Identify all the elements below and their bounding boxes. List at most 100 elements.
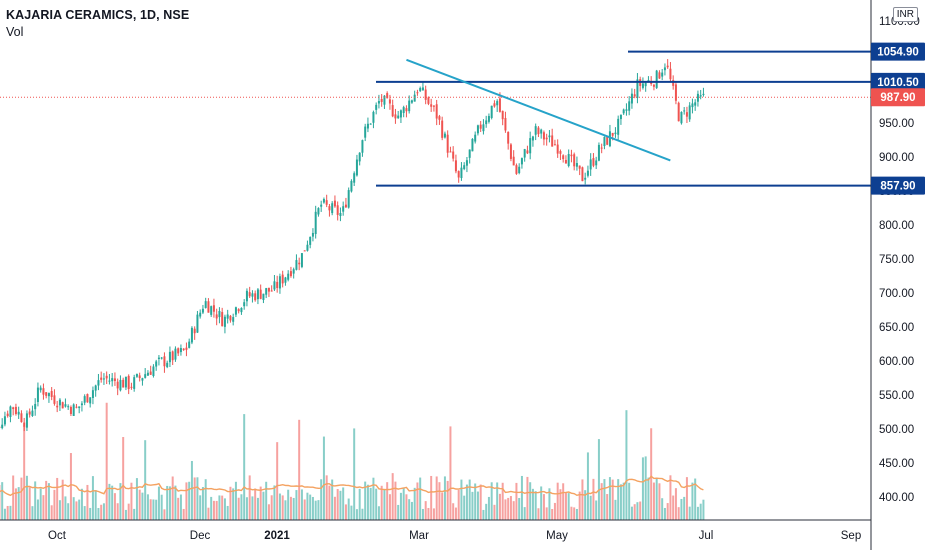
volume-bar — [490, 482, 493, 520]
volume-bar — [232, 488, 235, 520]
candle-body — [226, 314, 229, 319]
volume-bar — [34, 481, 37, 520]
candle-body — [606, 136, 609, 145]
candle-body — [564, 159, 567, 164]
volume-bar — [471, 491, 474, 520]
candle-body — [540, 129, 543, 134]
candle-body — [344, 204, 347, 208]
candle-body — [446, 134, 449, 153]
volume-bar — [67, 503, 70, 520]
candle-body — [617, 118, 620, 135]
volume-bar — [317, 500, 320, 520]
time-scale[interactable]: Oct Dec 2021 Mar May Jul Sep — [48, 530, 861, 542]
candle-body — [188, 341, 191, 348]
candle-body — [34, 403, 37, 410]
y-tick-label: 600.00 — [879, 356, 914, 368]
volume-bar — [493, 504, 496, 520]
candle-body — [641, 83, 644, 88]
volume-bar — [622, 482, 625, 520]
volume-bar — [636, 502, 639, 520]
levels-layer — [376, 50, 871, 187]
volume-bar — [650, 428, 653, 520]
candle-body — [254, 293, 257, 301]
candle-body — [529, 138, 532, 154]
trendline[interactable] — [406, 58, 671, 162]
candle-body — [23, 422, 26, 427]
volume-bar — [108, 483, 111, 520]
candle-body — [47, 393, 50, 397]
candle-body — [614, 132, 617, 135]
volume-bar — [457, 489, 460, 520]
volume-bar — [498, 493, 501, 520]
candle-body — [589, 159, 592, 170]
candle-body — [391, 105, 394, 117]
candle-body — [452, 151, 455, 159]
volume-bar — [25, 475, 28, 520]
candle-body — [573, 154, 576, 167]
candle-body — [196, 314, 199, 333]
candle-body — [487, 116, 490, 122]
price-scale[interactable]: 1100.00950.00900.00850.00800.00750.00700… — [879, 16, 920, 504]
volume-bar — [221, 495, 224, 520]
candle-body — [64, 404, 67, 407]
volume-bar — [685, 477, 688, 520]
volume-bar — [14, 488, 17, 520]
volume-bar — [350, 505, 353, 520]
volume-bar — [28, 487, 31, 520]
candle-body — [75, 406, 78, 408]
candle-body — [163, 356, 166, 367]
candle-body — [405, 108, 408, 112]
candle-body — [149, 371, 152, 375]
candle-body — [669, 68, 672, 80]
volume-bar — [185, 482, 188, 520]
candle-body — [39, 387, 42, 391]
volume-bar — [630, 506, 633, 520]
volume-bar — [199, 495, 202, 520]
candle-body — [364, 126, 367, 138]
volume-bar — [655, 477, 658, 520]
volume-bar — [262, 491, 265, 520]
volume-bar — [677, 507, 680, 520]
volume-ma-line — [0, 475, 704, 497]
candle-body — [531, 136, 534, 141]
candle-body — [504, 117, 507, 131]
candle-body — [108, 380, 111, 382]
volume-bar — [405, 494, 408, 520]
volume-bar — [259, 486, 262, 520]
volume-bar — [688, 506, 691, 520]
candle-body — [185, 347, 188, 350]
candle-body — [465, 160, 468, 166]
volume-bar — [86, 484, 89, 520]
candle-body — [556, 144, 559, 154]
candle-body — [1, 424, 4, 429]
volume-label: Vol — [6, 25, 24, 39]
volume-bar — [339, 490, 342, 520]
volume-bar — [542, 494, 545, 520]
x-tick-label: Dec — [190, 530, 211, 542]
volume-bar — [188, 481, 191, 520]
price-label-box — [871, 176, 925, 195]
y-tick-label: 900.00 — [879, 152, 914, 164]
volume-bar — [633, 504, 636, 520]
candle-body — [644, 82, 647, 87]
volume-bar — [325, 475, 328, 520]
volume-bar — [171, 476, 174, 520]
volume-bar — [427, 507, 430, 520]
volume-bar — [333, 496, 336, 520]
candle-body — [320, 204, 323, 207]
candle-body — [45, 392, 48, 396]
x-tick-label: Oct — [48, 530, 67, 542]
volume-bar — [1, 482, 4, 520]
candle-body — [325, 200, 328, 205]
volume-bar — [160, 494, 163, 520]
candle-body — [586, 170, 589, 176]
candle-body — [630, 93, 633, 104]
candle-body — [625, 109, 628, 111]
currency-badge[interactable]: INR — [892, 7, 918, 22]
candles-layer — [0, 59, 705, 432]
volume-bar — [218, 495, 221, 520]
candle-body — [685, 112, 688, 117]
candle-body — [449, 151, 452, 153]
volume-bar — [644, 456, 647, 520]
